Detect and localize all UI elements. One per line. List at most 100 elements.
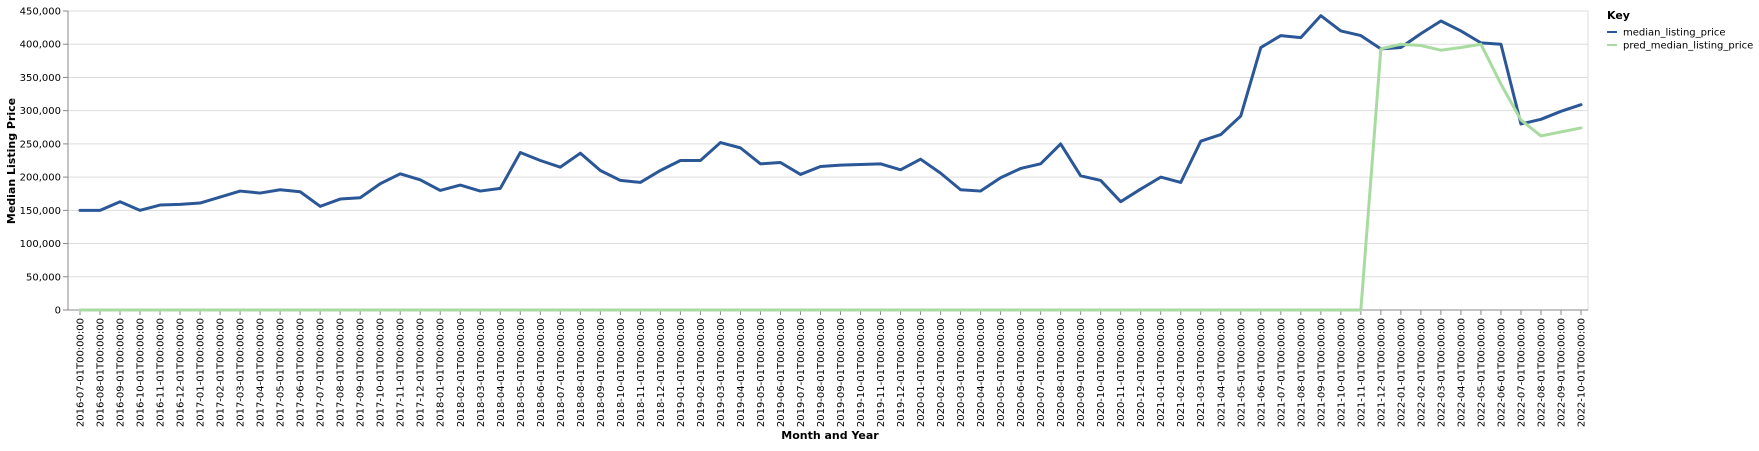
- x-tick-label: 2018-12-01T00:00:00: [656, 318, 667, 427]
- x-tick-label: 2018-11-01T00:00:00: [636, 318, 647, 427]
- x-tick-label: 2019-12-01T00:00:00: [896, 318, 907, 427]
- x-tick-label: 2017-04-01T00:00:00: [256, 318, 267, 427]
- x-tick-label: 2019-02-01T00:00:00: [696, 318, 707, 427]
- y-tick-label: 450,000: [20, 7, 61, 18]
- y-tick-label: 150,000: [20, 206, 61, 217]
- x-tick-label: 2022-05-01T00:00:00: [1476, 318, 1487, 427]
- x-tick-label: 2016-08-01T00:00:00: [96, 318, 107, 427]
- x-tick-label: 2017-05-01T00:00:00: [276, 318, 287, 427]
- y-tick-label: 250,000: [20, 139, 61, 150]
- x-tick-label: 2022-10-01T00:00:00: [1577, 318, 1588, 427]
- x-tick-label: 2017-08-01T00:00:00: [336, 318, 347, 427]
- axes: 0 50,000 100,000 150,000 200,000 250,000 300,0…: [20, 7, 1588, 427]
- x-tick-label: 2019-01-01T00:00:00: [676, 318, 687, 427]
- x-tick-label: 2018-09-01T00:00:00: [596, 318, 607, 427]
- x-tick-label: 2018-04-01T00:00:00: [496, 318, 507, 427]
- x-tick-label: 2018-02-01T00:00:00: [456, 318, 467, 427]
- x-tick-label: 2020-11-01T00:00:00: [1116, 318, 1127, 427]
- x-tick-label: 2016-11-01T00:00:00: [156, 318, 167, 427]
- x-tick-label: 2021-10-01T00:00:00: [1336, 318, 1347, 427]
- x-tick-label: 2021-11-01T00:00:00: [1356, 318, 1367, 427]
- y-axis-label: Median Listing Price: [5, 98, 18, 224]
- legend: Key median_listing_price pred_median_listi…: [1607, 9, 1753, 52]
- x-tick-label: 2021-12-01T00:00:00: [1376, 318, 1387, 427]
- x-tick-label: 2019-11-01T00:00:00: [876, 318, 887, 427]
- x-tick-label: 2019-10-01T00:00:00: [856, 318, 867, 427]
- x-tick-label: 2022-07-01T00:00:00: [1516, 318, 1527, 427]
- y-tick-label: 50,000: [26, 272, 61, 283]
- x-tick-label: 2019-07-01T00:00:00: [796, 318, 807, 427]
- x-tick-label: 2020-09-01T00:00:00: [1076, 318, 1087, 427]
- x-tick-label: 2020-01-01T00:00:00: [916, 318, 927, 427]
- x-tick-label: 2022-09-01T00:00:00: [1556, 318, 1567, 427]
- legend-title: Key: [1607, 9, 1630, 22]
- gridlines: [67, 10, 1589, 311]
- x-tick-label: 2016-07-01T00:00:00: [76, 318, 87, 427]
- series-lines: [78, 14, 1583, 312]
- x-tick-label: 2017-01-01T00:00:00: [196, 318, 207, 427]
- x-tick-label: 2017-09-01T00:00:00: [356, 318, 367, 427]
- x-tick-label: 2022-03-01T00:00:00: [1436, 318, 1447, 427]
- y-tick-label: 200,000: [20, 173, 61, 184]
- x-tick-label: 2020-12-01T00:00:00: [1136, 318, 1147, 427]
- plot-frame: [67, 10, 1589, 311]
- y-tick-label: 100,000: [20, 239, 61, 250]
- x-tick-label: 2017-11-01T00:00:00: [396, 318, 407, 427]
- series-line-median-listing-price: [78, 14, 1583, 212]
- series-line-pred-median-listing-price: [78, 42, 1583, 312]
- x-tick-label: 2020-05-01T00:00:00: [996, 318, 1007, 427]
- x-tick-label: 2020-08-01T00:00:00: [1056, 318, 1067, 427]
- x-tick-label: 2017-02-01T00:00:00: [216, 318, 227, 427]
- x-tick-label: 2021-03-01T00:00:00: [1196, 318, 1207, 427]
- x-tick-label: 2016-09-01T00:00:00: [116, 318, 127, 427]
- y-tick-label: 400,000: [20, 40, 61, 51]
- y-tick-label: 0: [55, 306, 61, 317]
- x-tick-label: 2021-05-01T00:00:00: [1236, 318, 1247, 427]
- x-tick-label: 2020-07-01T00:00:00: [1036, 318, 1047, 427]
- x-tick-label: 2021-07-01T00:00:00: [1276, 318, 1287, 427]
- x-tick-label: 2022-08-01T00:00:00: [1536, 318, 1547, 427]
- x-tick-label: 2018-06-01T00:00:00: [536, 318, 547, 427]
- x-tick-label: 2017-03-01T00:00:00: [236, 318, 247, 427]
- x-tick-label: 2017-07-01T00:00:00: [316, 318, 327, 427]
- x-tick-label: 2021-06-01T00:00:00: [1256, 318, 1267, 427]
- x-tick-label: 2021-08-01T00:00:00: [1296, 318, 1307, 427]
- x-tick-label: 2018-05-01T00:00:00: [516, 318, 527, 427]
- x-tick-label: 2017-06-01T00:00:00: [296, 318, 307, 427]
- x-tick-label: 2021-01-01T00:00:00: [1156, 318, 1167, 427]
- x-axis-label: Month and Year: [781, 429, 879, 442]
- x-tick-label: 2019-04-01T00:00:00: [736, 318, 747, 427]
- x-tick-label: 2020-04-01T00:00:00: [976, 318, 987, 427]
- x-tick-label: 2020-06-01T00:00:00: [1016, 318, 1027, 427]
- x-tick-label: 2021-04-01T00:00:00: [1216, 318, 1227, 427]
- x-tick-label: 2018-10-01T00:00:00: [616, 318, 627, 427]
- x-tick-label: 2021-09-01T00:00:00: [1316, 318, 1327, 427]
- x-tick-label: 2018-03-01T00:00:00: [476, 318, 487, 427]
- x-tick-label: 2016-10-01T00:00:00: [136, 318, 147, 427]
- x-tick-label: 2017-12-01T00:00:00: [416, 318, 427, 427]
- y-tick-label: 300,000: [20, 106, 61, 117]
- x-tick-label: 2019-08-01T00:00:00: [816, 318, 827, 427]
- x-tick-label: 2019-03-01T00:00:00: [716, 318, 727, 427]
- x-tick-label: 2017-10-01T00:00:00: [376, 318, 387, 427]
- x-tick-label: 2016-12-01T00:00:00: [176, 318, 187, 427]
- x-tick-label: 2018-07-01T00:00:00: [556, 318, 567, 427]
- legend-label: pred_median_listing_price: [1623, 41, 1753, 52]
- x-tick-label: 2021-02-01T00:00:00: [1176, 318, 1187, 427]
- x-tick-label: 2022-02-01T00:00:00: [1416, 318, 1427, 427]
- x-tick-label: 2018-01-01T00:00:00: [436, 318, 447, 427]
- legend-label: median_listing_price: [1623, 28, 1726, 39]
- x-tick-label: 2022-04-01T00:00:00: [1456, 318, 1467, 427]
- x-tick-label: 2022-01-01T00:00:00: [1396, 318, 1407, 427]
- x-tick-label: 2020-02-01T00:00:00: [936, 318, 947, 427]
- y-tick-label: 350,000: [20, 73, 61, 84]
- x-tick-label: 2020-03-01T00:00:00: [956, 318, 967, 427]
- x-tick-label: 2020-10-01T00:00:00: [1096, 318, 1107, 427]
- x-tick-label: 2019-05-01T00:00:00: [756, 318, 767, 427]
- x-tick-label: 2019-06-01T00:00:00: [776, 318, 787, 427]
- x-tick-label: 2019-09-01T00:00:00: [836, 318, 847, 427]
- x-tick-label: 2022-06-01T00:00:00: [1496, 318, 1507, 427]
- x-tick-label: 2018-08-01T00:00:00: [576, 318, 587, 427]
